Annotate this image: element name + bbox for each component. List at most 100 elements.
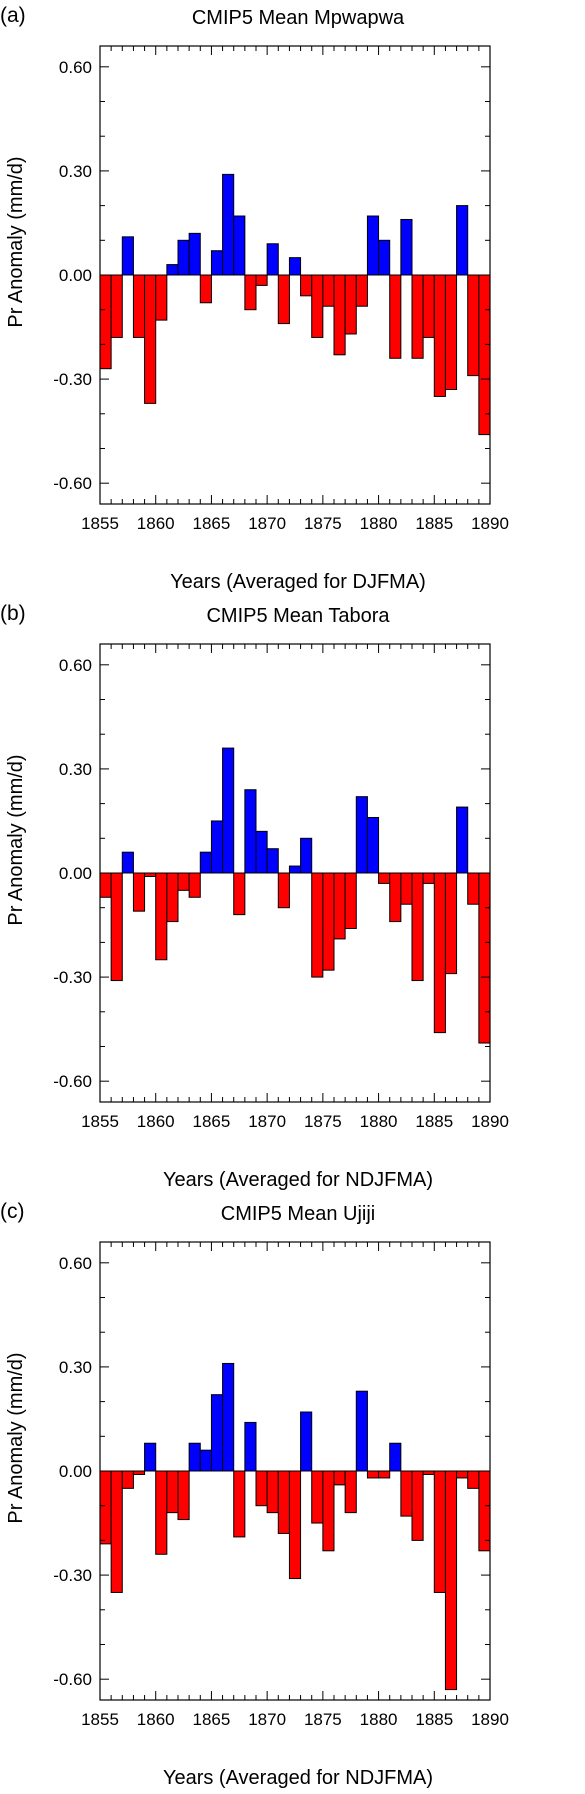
chart-c-bar-1870 — [255, 1470, 268, 1507]
chart-c-bar-1874 — [300, 1411, 313, 1472]
chart-b-bar-1863 — [177, 872, 190, 891]
chart-panel-b: (b) CMIP5 Mean Tabora Years (Averaged fo… — [0, 598, 585, 1196]
chart-c-bar-1862 — [166, 1470, 179, 1514]
chart-b-xtick-label: 1865 — [193, 1112, 231, 1131]
chart-c-bar-1868 — [233, 1470, 246, 1538]
chart-b-bar-1872 — [277, 872, 290, 909]
chart-a-bar-1890 — [478, 274, 491, 436]
chart-c-bar-1887 — [444, 1470, 458, 1691]
chart-c-ytick-label: 0.60 — [59, 1254, 92, 1273]
chart-c-frame — [99, 1241, 491, 1701]
chart-b-bar-1870 — [255, 830, 268, 874]
chart-c-bar-1888 — [456, 1470, 469, 1479]
chart-a-bar-1856 — [99, 274, 112, 370]
chart-b-bar-1881 — [378, 872, 391, 884]
chart-b-bar-1884 — [411, 872, 424, 982]
chart-b-bar-1873 — [288, 865, 302, 874]
chart-b-xlabel: Years (Averaged for NDJFMA) — [163, 1169, 433, 1191]
chart-a-xtick-label: 1865 — [193, 514, 231, 533]
chart-c-bars — [99, 1362, 491, 1691]
chart-b-bar-1880 — [366, 816, 380, 874]
chart-c-bar-1879 — [355, 1390, 368, 1472]
chart-b-bar-1860 — [144, 872, 157, 877]
chart-c-xtick-label: 1855 — [81, 1710, 119, 1729]
chart-b-bar-1883 — [400, 872, 413, 905]
chart-a-panel-label: (a) — [0, 4, 26, 27]
chart-b-title: CMIP5 Mean Tabora — [206, 605, 390, 627]
chart-b-bar-1868 — [233, 872, 246, 916]
chart-a-bar-1873 — [288, 257, 302, 276]
chart-a-bar-1879 — [355, 274, 368, 307]
chart-c-bar-1880 — [366, 1470, 380, 1479]
chart-a-bar-1858 — [121, 236, 134, 276]
chart-c-bar-1890 — [478, 1470, 491, 1552]
chart-c-panel-label: (c) — [0, 1200, 25, 1223]
chart-b-bar-1879 — [355, 796, 368, 874]
chart-a-bar-1866 — [210, 250, 224, 276]
chart-c-xtick-label: 1875 — [304, 1710, 342, 1729]
chart-c-bar-1869 — [244, 1421, 257, 1472]
chart-b-ticklabels: 1855 1860 1865 1870 1875 1880 1885 1890 0.60 0.30… — [53, 656, 509, 1131]
chart-a-ylabel: Pr Anomaly (mm/d) — [5, 156, 27, 327]
chart-a-bar-1886 — [433, 274, 446, 397]
chart-a-ticks — [99, 46, 491, 504]
chart-c-xtick-label: 1865 — [193, 1710, 231, 1729]
chart-c-bar-1877 — [333, 1470, 346, 1486]
chart-c-bar-1859 — [132, 1470, 146, 1475]
chart-a-bar-1885 — [422, 274, 435, 338]
chart-c-ytick-label: -0.30 — [53, 1566, 92, 1585]
chart-a-ytick-label: 0.30 — [59, 162, 92, 181]
chart-b-ylabel: Pr Anomaly (mm/d) — [5, 754, 27, 925]
chart-c-bar-1883 — [400, 1470, 413, 1517]
chart-c-ylabel: Pr Anomaly (mm/d) — [5, 1352, 27, 1523]
chart-b-bar-1866 — [210, 820, 224, 874]
chart-b-bar-1886 — [433, 872, 446, 1034]
chart-c-bar-1875 — [311, 1470, 324, 1524]
chart-c-xlabel: Years (Averaged for NDJFMA) — [163, 1767, 433, 1789]
chart-b-bar-1859 — [132, 872, 146, 912]
chart-a-bar-1864 — [188, 232, 201, 276]
chart-b-ytick-label: 0.60 — [59, 656, 92, 675]
chart-a-bar-1889 — [467, 274, 480, 377]
chart-c-bar-1885 — [422, 1470, 435, 1475]
chart-c-bar-1882 — [389, 1442, 402, 1472]
chart-b-ytick-label: -0.60 — [53, 1072, 92, 1091]
chart-b-bar-1888 — [456, 806, 469, 874]
chart-b-bar-1864 — [188, 872, 201, 898]
chart-b-bar-1861 — [155, 872, 168, 961]
chart-b-bar-1878 — [344, 872, 357, 930]
chart-a-xtick-label: 1875 — [304, 514, 342, 533]
chart-a-xtick-label: 1880 — [360, 514, 398, 533]
chart-b-bar-1877 — [333, 872, 346, 940]
chart-b-bar-1882 — [389, 872, 402, 923]
chart-c-ytick-label: -0.60 — [53, 1670, 92, 1689]
chart-c-bar-1876 — [322, 1470, 335, 1552]
chart-b-ticks — [99, 644, 491, 1102]
chart-a-bar-1869 — [244, 274, 257, 311]
chart-c-bar-1889 — [467, 1470, 480, 1489]
chart-c-bar-1878 — [344, 1470, 357, 1514]
chart-b-bar-1869 — [244, 789, 257, 874]
chart-b-bar-1857 — [110, 872, 123, 982]
chart-a-svg: (a) CMIP5 Mean Mpwapwa Years (Averaged f… — [0, 4, 509, 593]
chart-b-bar-1858 — [121, 851, 134, 874]
chart-b-ytick-label: 0.00 — [59, 864, 92, 883]
chart-a-bar-1887 — [444, 274, 458, 390]
chart-b-bar-1867 — [222, 747, 235, 874]
chart-a-title: CMIP5 Mean Mpwapwa — [192, 7, 405, 29]
chart-a-bar-1861 — [155, 274, 168, 321]
chart-b-xtick-label: 1880 — [360, 1112, 398, 1131]
chart-b-bar-1887 — [444, 872, 458, 975]
chart-a-bar-1880 — [366, 215, 380, 276]
chart-c-bar-1858 — [121, 1470, 134, 1489]
chart-c-bar-1872 — [277, 1470, 290, 1534]
chart-c-bar-1881 — [378, 1470, 391, 1479]
chart-b-bar-1874 — [300, 837, 313, 874]
chart-b-xtick-label: 1855 — [81, 1112, 119, 1131]
chart-c-ticklabels: 1855 1860 1865 1870 1875 1880 1885 1890 0.60 0.30… — [53, 1254, 509, 1729]
chart-c-bar-1863 — [177, 1470, 190, 1521]
chart-c-bar-1856 — [99, 1470, 112, 1545]
chart-b-bar-1865 — [199, 851, 212, 874]
chart-c-bar-1864 — [188, 1442, 201, 1472]
chart-a-bar-1871 — [266, 243, 279, 276]
